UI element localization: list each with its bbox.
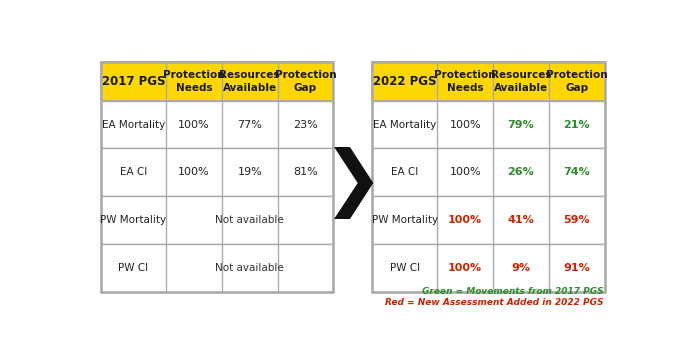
Text: PW CI: PW CI [118,263,148,273]
Text: 9%: 9% [512,263,530,273]
Text: 91%: 91% [564,263,590,273]
Text: Resources
Available: Resources Available [491,70,551,92]
Text: 100%: 100% [178,167,209,177]
Text: 81%: 81% [293,167,318,177]
Bar [372,101,605,149]
Bar [101,196,333,244]
Bar [101,62,333,292]
Bar [101,244,333,292]
Bar [372,244,605,292]
Bar [101,149,333,196]
Text: PW Mortality: PW Mortality [100,215,166,225]
Text: 41%: 41% [507,215,535,225]
Text: PW CI: PW CI [390,263,420,273]
Text: 2022 PGS: 2022 PGS [373,75,436,88]
Text: ❯: ❯ [322,147,383,219]
Text: Resources
Available: Resources Available [219,70,280,92]
Text: 19%: 19% [237,167,262,177]
Text: 100%: 100% [448,263,482,273]
Bar [372,62,605,101]
Text: Protection
Gap: Protection Gap [546,70,608,92]
Text: Protection
Needs: Protection Needs [163,70,225,92]
Bar [372,196,605,244]
Text: 26%: 26% [507,167,535,177]
Text: PW Mortality: PW Mortality [372,215,438,225]
Text: EA CI: EA CI [391,167,418,177]
Text: Not available: Not available [215,215,284,225]
Text: Protection
Gap: Protection Gap [275,70,336,92]
Text: EA Mortality: EA Mortality [373,119,436,130]
Bar [101,62,333,101]
Text: Green = Movements from 2017 PGS: Green = Movements from 2017 PGS [422,287,603,296]
Bar [372,149,605,196]
Text: 2017 PGS: 2017 PGS [102,75,165,88]
Text: 100%: 100% [448,215,482,225]
Bar [101,101,333,149]
Text: EA CI: EA CI [120,167,147,177]
Bar [372,62,605,292]
Text: Protection
Needs: Protection Needs [434,70,496,92]
Text: 74%: 74% [564,167,590,177]
Text: Not available: Not available [215,263,284,273]
Text: Red = New Assessment Added in 2022 PGS: Red = New Assessment Added in 2022 PGS [385,298,603,307]
Text: 21%: 21% [564,119,590,130]
Text: 100%: 100% [450,167,481,177]
Text: 100%: 100% [178,119,209,130]
Text: 100%: 100% [450,119,481,130]
Text: 59%: 59% [564,215,590,225]
Text: 79%: 79% [507,119,535,130]
Text: 23%: 23% [293,119,318,130]
Text: EA Mortality: EA Mortality [102,119,165,130]
Text: 77%: 77% [237,119,262,130]
